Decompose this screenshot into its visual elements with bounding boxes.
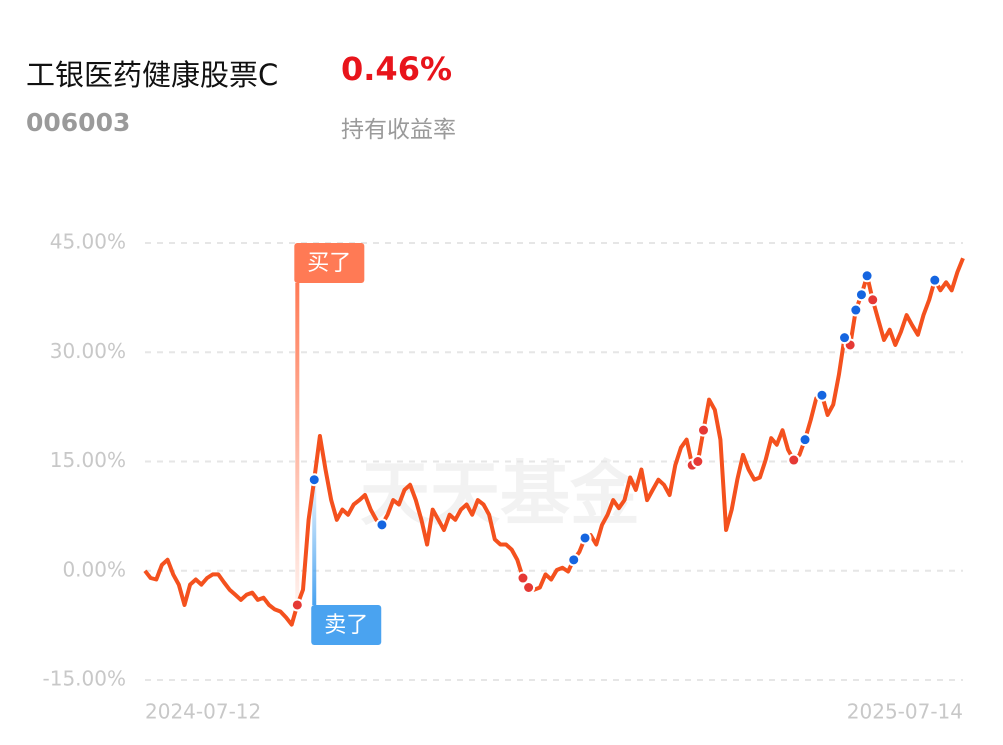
sell-point: [815, 388, 829, 402]
line: [143, 257, 965, 627]
sell-point: [849, 303, 863, 317]
buy-point: [866, 293, 880, 307]
x-tick-label: 2025-07-14: [847, 700, 963, 724]
buy-point: [290, 598, 304, 612]
y-tick-label: -15.00%: [43, 667, 126, 691]
fund-title: 工银医药健康股票C: [26, 58, 279, 92]
trade-tag: [294, 243, 365, 283]
trade-line: [312, 479, 317, 605]
sell-point: [798, 433, 812, 447]
buy-point: [516, 571, 530, 585]
y-tick-label: 30.00%: [50, 339, 126, 363]
trade-tag-label: 卖了: [324, 613, 368, 638]
x-tick-label: 2024-07-12: [145, 700, 261, 724]
sell-point: [854, 288, 868, 302]
buy-point: [787, 453, 801, 467]
return-label: 持有收益率: [341, 117, 456, 143]
buy-point: [691, 455, 705, 468]
trade-line: [295, 283, 300, 605]
sell-point: [375, 518, 389, 532]
sell-point: [838, 331, 852, 345]
buy-point: [522, 581, 536, 595]
trade-tag: [311, 605, 382, 645]
sell-point: [578, 531, 592, 545]
sell-point: [860, 269, 874, 283]
sell-point: [928, 273, 942, 287]
return-value: 0.46%: [341, 50, 453, 88]
sell-point: [307, 473, 321, 487]
fund-code: 006003: [26, 108, 131, 137]
buy-point: [696, 423, 710, 437]
trade-tag-label: 买了: [307, 251, 351, 276]
y-tick-label: 0.00%: [62, 557, 126, 581]
y-tick-label: 45.00%: [50, 230, 126, 254]
sell-point: [567, 553, 581, 567]
watermark: 天天基金: [360, 452, 641, 535]
y-tick-label: 15.00%: [50, 448, 126, 472]
